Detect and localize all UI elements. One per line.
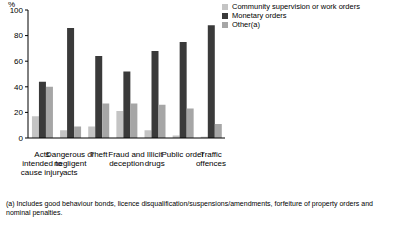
svg-text:Trafficoffences: Trafficoffences <box>196 150 226 168</box>
svg-text:Fraud anddeception: Fraud anddeception <box>108 150 144 168</box>
svg-text:Dangerous ornegligentacts: Dangerous ornegligentacts <box>46 150 95 177</box>
svg-text:60: 60 <box>14 57 23 66</box>
svg-text:20: 20 <box>14 108 23 117</box>
svg-text:100: 100 <box>10 6 24 15</box>
svg-text:Public order: Public order <box>161 150 204 159</box>
svg-text:80: 80 <box>14 31 23 40</box>
svg-text:Theft: Theft <box>89 150 108 159</box>
svg-text:0: 0 <box>19 134 24 143</box>
svg-text:40: 40 <box>14 83 23 92</box>
